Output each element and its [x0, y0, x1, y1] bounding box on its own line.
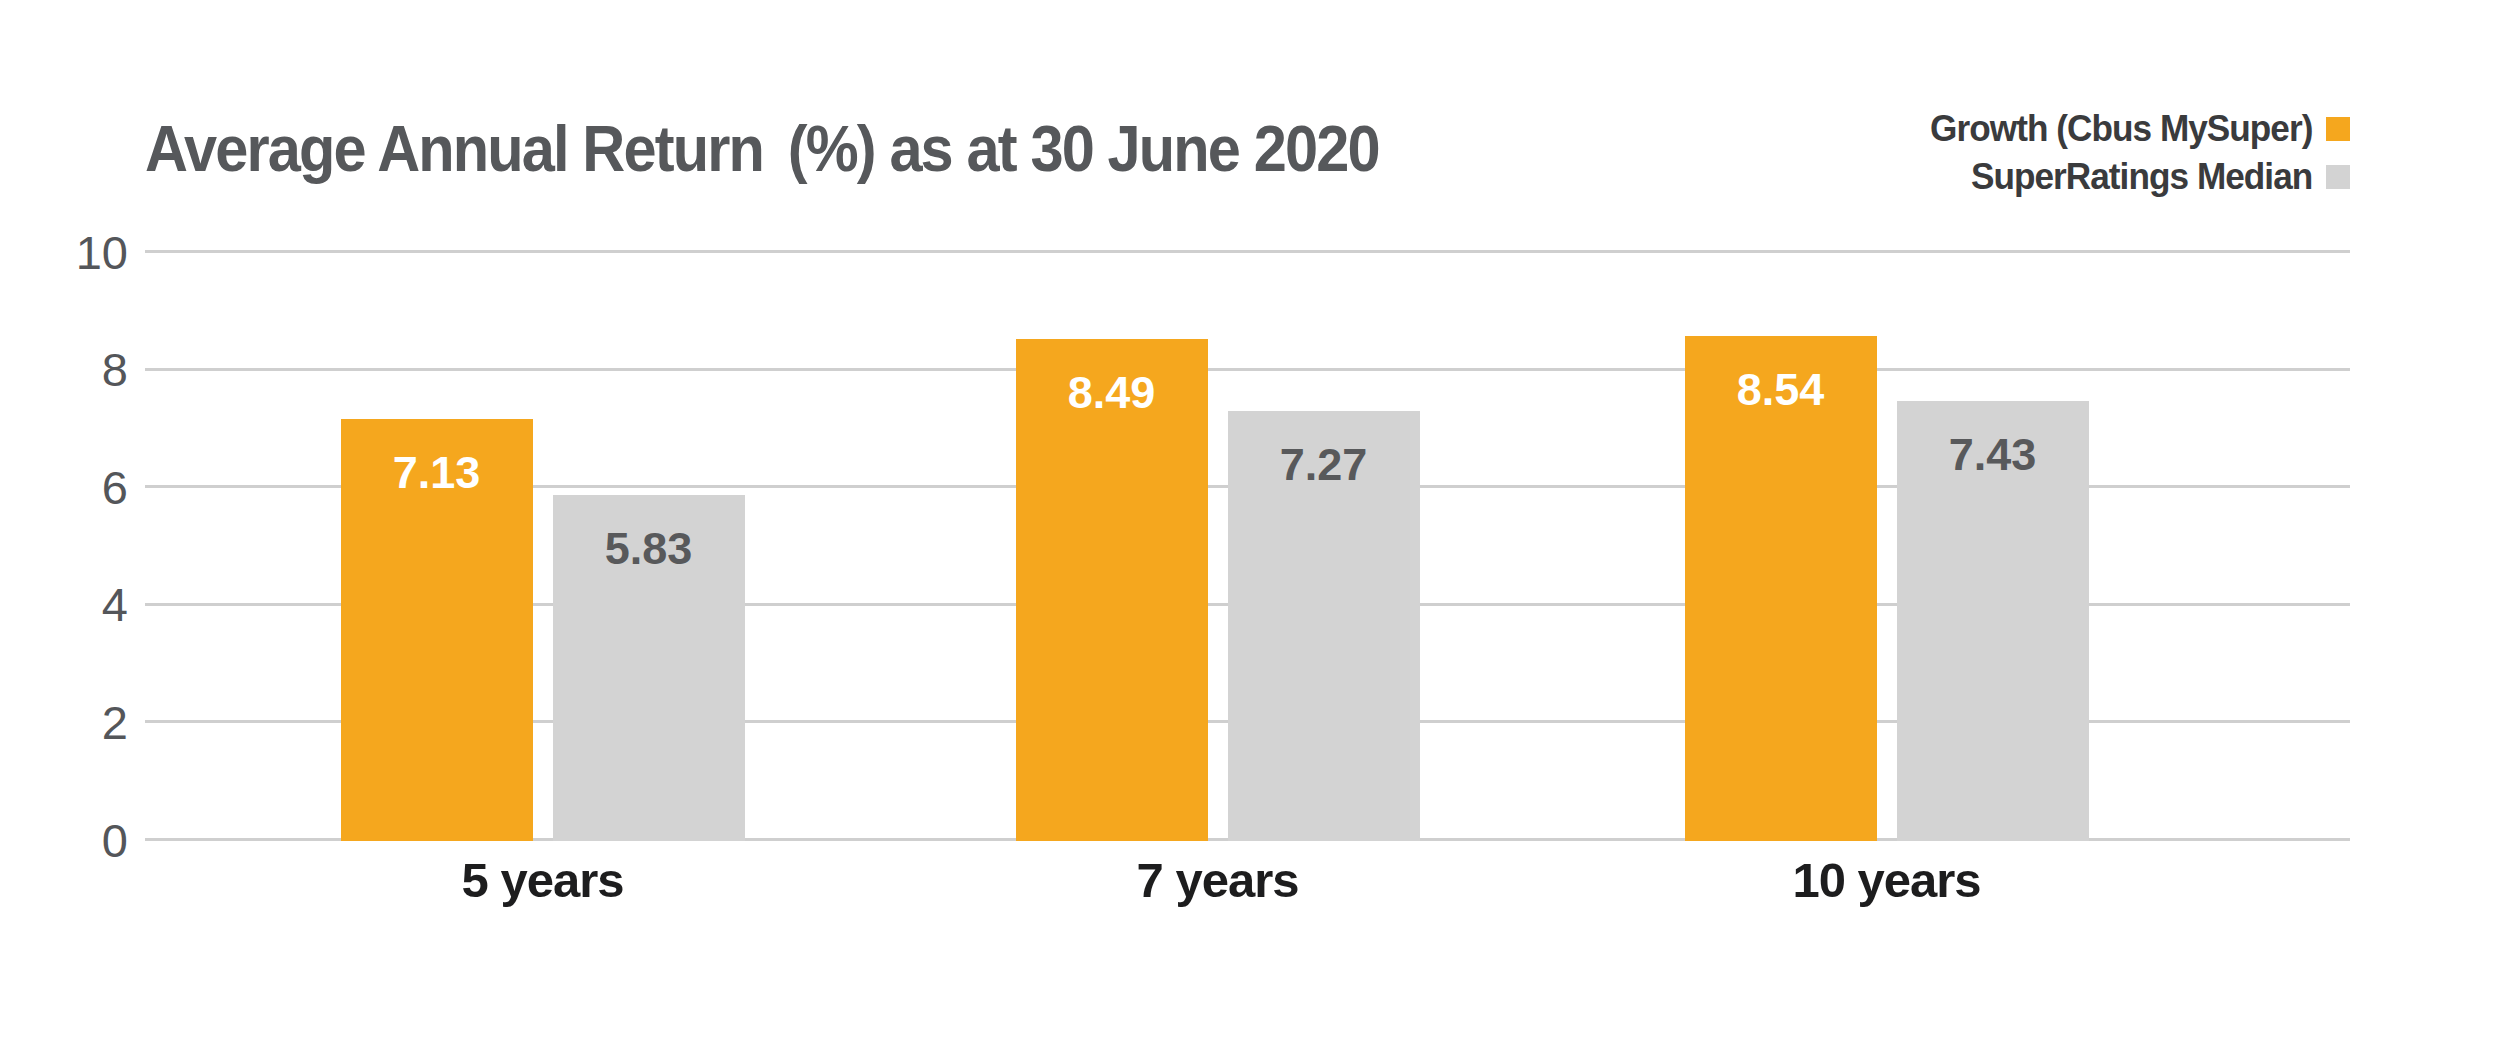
bar-superratings-median-5-years: 5.83 [553, 495, 745, 841]
legend-label: SuperRatings Median [1971, 156, 2312, 198]
x-label-7-years: 7 years [1018, 852, 1418, 908]
legend-item-growth-cbus-mysuper: Growth (Cbus MySuper) [1910, 106, 2350, 152]
y-tick-label-8: 8 [0, 342, 128, 397]
value-label-superratings-median-10-years: 7.43 [1897, 401, 2089, 481]
value-label-growth-cbus-mysuper-5-years: 7.13 [341, 419, 533, 499]
y-tick-label-6: 6 [0, 459, 128, 514]
gridline-y-8 [145, 368, 2350, 371]
bar-superratings-median-7-years: 7.27 [1228, 411, 1420, 841]
bar-growth-cbus-mysuper-7-years: 8.49 [1016, 339, 1208, 841]
chart-title: Average Annual Return (%) as at 30 June … [145, 112, 1379, 186]
y-tick-label-2: 2 [0, 694, 128, 749]
bar-growth-cbus-mysuper-5-years: 7.13 [341, 419, 533, 841]
chart-canvas: Average Annual Return (%) as at 30 June … [0, 0, 2500, 1042]
legend-swatch-superratings-median [2326, 165, 2350, 189]
value-label-growth-cbus-mysuper-7-years: 8.49 [1016, 339, 1208, 419]
value-label-superratings-median-7-years: 7.27 [1228, 411, 1420, 491]
y-tick-label-10: 10 [0, 224, 128, 279]
gridline-y-10 [145, 250, 2350, 253]
legend-swatch-growth-cbus-mysuper [2326, 117, 2350, 141]
y-tick-label-0: 0 [0, 812, 128, 867]
bar-growth-cbus-mysuper-10-years: 8.54 [1685, 336, 1877, 841]
y-tick-label-4: 4 [0, 577, 128, 632]
legend-label: Growth (Cbus MySuper) [1930, 108, 2312, 150]
legend-item-superratings-median: SuperRatings Median [1953, 154, 2350, 200]
legend: Growth (Cbus MySuper) SuperRatings Median [1910, 106, 2350, 200]
value-label-superratings-median-5-years: 5.83 [553, 495, 745, 575]
value-label-growth-cbus-mysuper-10-years: 8.54 [1685, 336, 1877, 416]
x-label-10-years: 10 years [1687, 852, 2087, 908]
x-label-5-years: 5 years [343, 852, 743, 908]
bar-superratings-median-10-years: 7.43 [1897, 401, 2089, 841]
